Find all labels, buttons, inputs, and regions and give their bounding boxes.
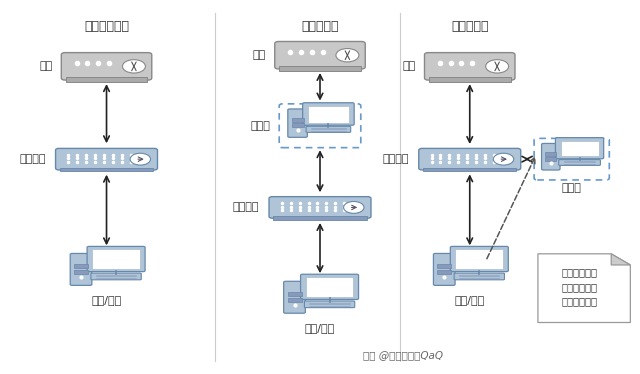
FancyBboxPatch shape (74, 264, 88, 268)
FancyBboxPatch shape (269, 197, 371, 218)
FancyBboxPatch shape (437, 264, 451, 268)
Text: 主路由器: 主路由器 (233, 202, 259, 212)
Text: 软路由网络: 软路由网络 (301, 20, 339, 33)
FancyBboxPatch shape (306, 126, 351, 132)
FancyBboxPatch shape (556, 138, 604, 159)
FancyBboxPatch shape (423, 168, 516, 171)
Text: 旁路由网络: 旁路由网络 (451, 20, 488, 33)
FancyBboxPatch shape (56, 148, 157, 170)
FancyBboxPatch shape (288, 109, 307, 137)
FancyBboxPatch shape (433, 254, 455, 285)
FancyBboxPatch shape (451, 246, 508, 272)
FancyBboxPatch shape (287, 292, 301, 296)
FancyBboxPatch shape (306, 277, 353, 297)
FancyBboxPatch shape (429, 77, 511, 82)
FancyBboxPatch shape (308, 105, 349, 123)
FancyBboxPatch shape (437, 270, 451, 274)
Text: 光猫: 光猫 (403, 61, 415, 71)
FancyBboxPatch shape (541, 144, 560, 170)
FancyBboxPatch shape (70, 254, 92, 285)
FancyBboxPatch shape (273, 216, 367, 220)
FancyBboxPatch shape (305, 301, 355, 308)
FancyBboxPatch shape (92, 249, 140, 269)
Text: 头条 @熊猫不是猫QaQ: 头条 @熊猫不是猫QaQ (363, 350, 443, 360)
FancyBboxPatch shape (275, 42, 365, 69)
Text: 手机/电脑: 手机/电脑 (454, 295, 485, 306)
Text: 软路由: 软路由 (250, 121, 270, 131)
Text: 主路由器: 主路由器 (19, 154, 46, 164)
FancyBboxPatch shape (74, 270, 88, 274)
FancyBboxPatch shape (60, 168, 153, 171)
Circle shape (493, 153, 514, 165)
FancyBboxPatch shape (456, 249, 503, 269)
FancyBboxPatch shape (301, 274, 358, 300)
FancyBboxPatch shape (419, 148, 521, 170)
FancyBboxPatch shape (292, 123, 303, 128)
FancyBboxPatch shape (454, 273, 504, 280)
FancyBboxPatch shape (91, 273, 141, 280)
FancyBboxPatch shape (284, 281, 305, 313)
Circle shape (122, 60, 145, 73)
FancyBboxPatch shape (559, 160, 600, 165)
Text: 手机/电脑: 手机/电脑 (92, 295, 122, 306)
FancyBboxPatch shape (534, 138, 609, 180)
Circle shape (336, 49, 359, 62)
FancyBboxPatch shape (424, 53, 515, 80)
Text: 手机/电脑: 手机/电脑 (305, 323, 335, 333)
Text: 网关指向旁路
由，可以配置
在主路由器中: 网关指向旁路 由，可以配置 在主路由器中 (561, 267, 597, 307)
FancyBboxPatch shape (87, 246, 145, 272)
FancyBboxPatch shape (303, 103, 354, 125)
Circle shape (130, 153, 150, 165)
FancyBboxPatch shape (545, 152, 556, 156)
FancyBboxPatch shape (66, 77, 147, 82)
FancyBboxPatch shape (279, 66, 361, 71)
Text: 光猫: 光猫 (39, 61, 52, 71)
FancyBboxPatch shape (292, 118, 303, 122)
FancyBboxPatch shape (561, 141, 598, 156)
FancyBboxPatch shape (279, 104, 361, 148)
Text: 主路由器: 主路由器 (383, 154, 409, 164)
Circle shape (344, 202, 364, 213)
Text: 光猫: 光猫 (253, 50, 266, 60)
FancyBboxPatch shape (545, 157, 556, 161)
Text: 常规家用网络: 常规家用网络 (84, 20, 129, 33)
FancyBboxPatch shape (61, 53, 152, 80)
Text: 旁路由: 旁路由 (562, 183, 582, 193)
Circle shape (486, 60, 509, 73)
FancyBboxPatch shape (287, 298, 301, 302)
Polygon shape (611, 254, 630, 265)
Polygon shape (538, 254, 630, 322)
